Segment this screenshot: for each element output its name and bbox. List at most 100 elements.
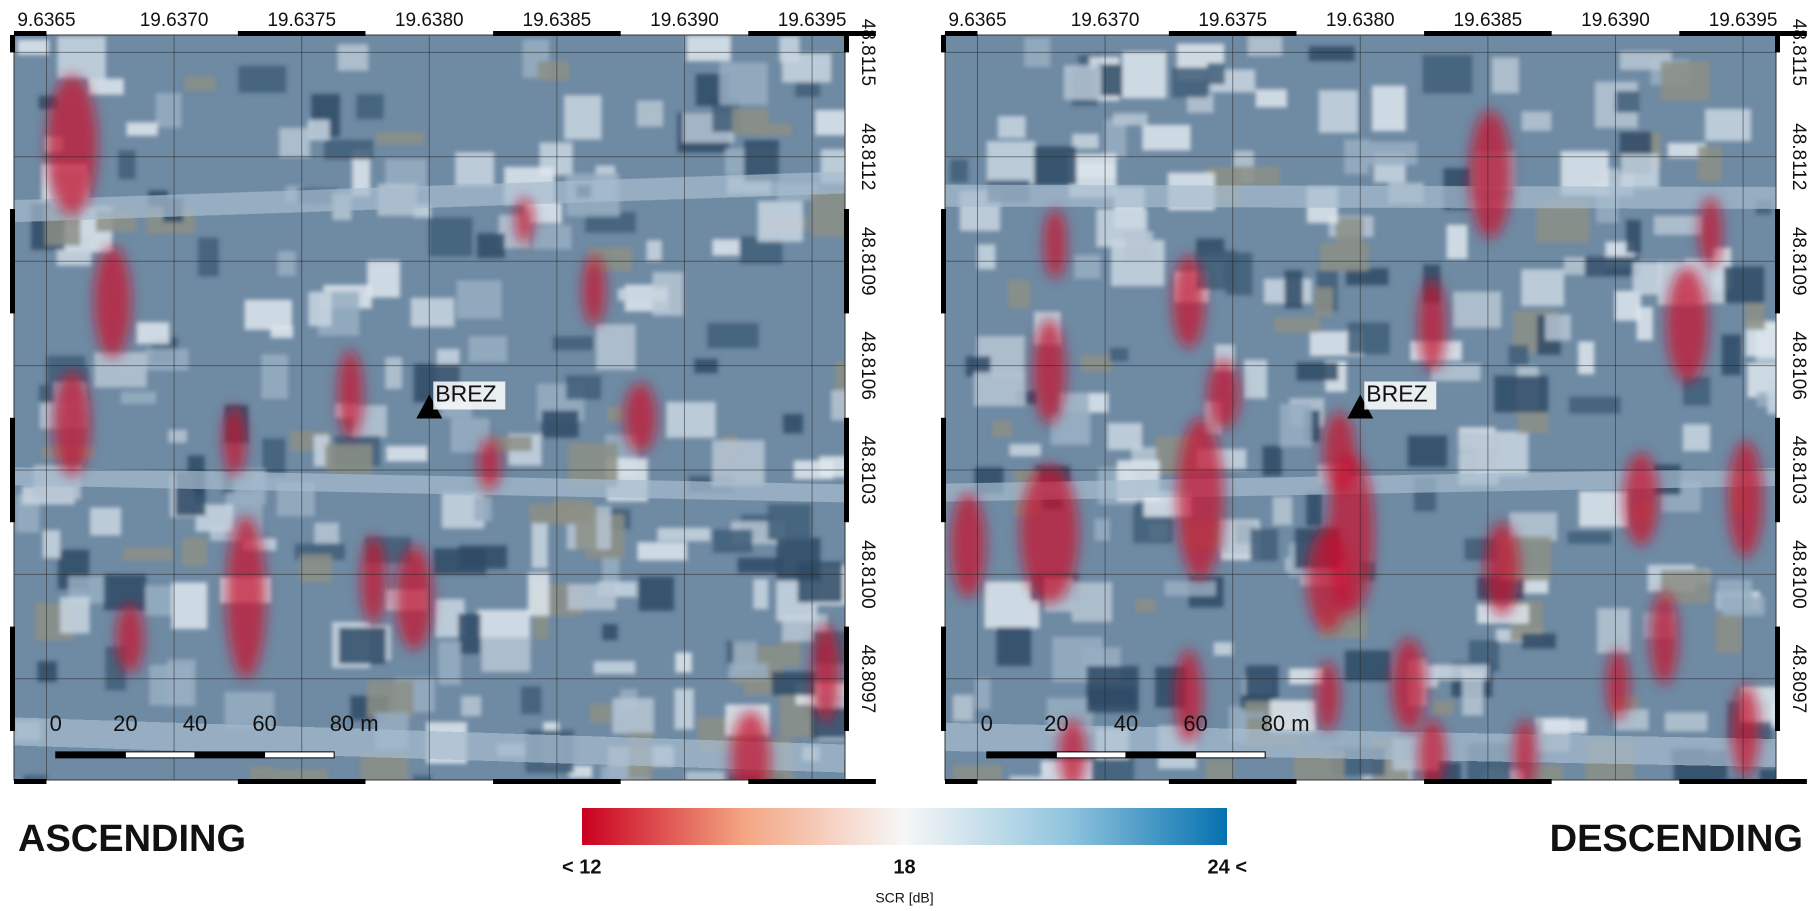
building [89, 507, 122, 536]
building [1462, 668, 1484, 716]
scr-hotspot [1666, 267, 1709, 383]
scr-hotspot [1418, 278, 1447, 372]
frame-segment [941, 417, 946, 523]
building [1521, 269, 1565, 307]
lat-label: 48.8097 [1788, 644, 1809, 713]
building [977, 244, 996, 270]
building [23, 775, 47, 780]
building [1745, 303, 1765, 330]
building [198, 237, 219, 277]
building [1094, 518, 1110, 541]
frame-segment [237, 31, 366, 36]
building [795, 78, 821, 97]
lat-label: 48.8115 [857, 19, 878, 86]
scr-hotspot [116, 603, 144, 673]
building [1664, 712, 1708, 732]
scr-hotspot [812, 624, 840, 722]
frame-segment [237, 779, 366, 784]
lat-label: 48.8112 [1788, 123, 1809, 190]
building [974, 372, 1026, 407]
building [1284, 270, 1303, 309]
building [1715, 612, 1742, 653]
building [638, 576, 675, 611]
scale-label: 0 [50, 711, 62, 736]
building [456, 280, 502, 319]
scale-label: 80 m [330, 711, 379, 736]
lon-label: 19.6370 [1071, 10, 1140, 31]
scr-hotspot [1058, 719, 1087, 780]
building [815, 109, 845, 136]
building [596, 324, 636, 370]
building [1446, 224, 1468, 260]
building [1494, 375, 1549, 413]
building [458, 613, 481, 654]
scr-hotspot [1484, 522, 1520, 615]
scale-bar-segment [124, 751, 196, 759]
building [996, 627, 1032, 666]
frame-segment [1168, 31, 1297, 36]
map-panel: 9.6365 19.6370 19.6375 19.6380 19.6385 19.639… [10, 10, 878, 784]
building [1521, 111, 1552, 131]
building [952, 694, 974, 722]
frame-segment [10, 209, 15, 314]
frame-segment [748, 779, 876, 784]
building [1717, 579, 1753, 612]
building [458, 545, 508, 569]
building [279, 127, 311, 158]
building [385, 357, 403, 390]
map-frame [944, 34, 1777, 781]
marker-label: BREZ [1366, 381, 1427, 407]
building [685, 771, 725, 780]
building [771, 671, 817, 696]
building [1667, 142, 1706, 158]
lat-label: 48.8103 [857, 436, 878, 505]
frame-segment [844, 209, 849, 314]
lon-label: 9.6365 [948, 10, 1006, 31]
building [552, 336, 594, 351]
building [569, 765, 593, 778]
building [376, 131, 425, 145]
building [719, 62, 768, 106]
building [1104, 118, 1127, 158]
lat-label: 48.8106 [1788, 331, 1809, 400]
building [474, 496, 492, 522]
building [1508, 345, 1529, 366]
scr-hotspot [53, 371, 91, 476]
scr-hotspot [1327, 452, 1375, 615]
building [607, 406, 624, 423]
frame-segment [844, 417, 849, 523]
marker-label: BREZ [435, 381, 496, 407]
building [1171, 67, 1208, 98]
building [1422, 54, 1473, 94]
scr-hotspot [1316, 661, 1340, 731]
building [367, 680, 414, 718]
frame-segment [493, 31, 621, 36]
building [541, 410, 579, 438]
building [707, 322, 759, 349]
building [675, 652, 692, 673]
frame-segment [1679, 31, 1807, 36]
scr-hotspot [360, 536, 387, 625]
building [728, 662, 769, 679]
building [1596, 608, 1630, 654]
building [182, 537, 207, 566]
building [145, 348, 189, 371]
building [1430, 363, 1481, 381]
building [1584, 256, 1640, 277]
building [37, 661, 57, 682]
building [299, 554, 332, 583]
building [338, 627, 386, 664]
building [636, 100, 664, 127]
building [835, 361, 845, 407]
building [1704, 108, 1752, 142]
building [1407, 435, 1448, 468]
building [585, 212, 636, 233]
building [476, 233, 505, 259]
building [1097, 64, 1123, 96]
building [566, 375, 602, 400]
building [118, 150, 136, 180]
building [646, 240, 662, 261]
frame-segment [493, 779, 621, 784]
building [783, 413, 804, 434]
